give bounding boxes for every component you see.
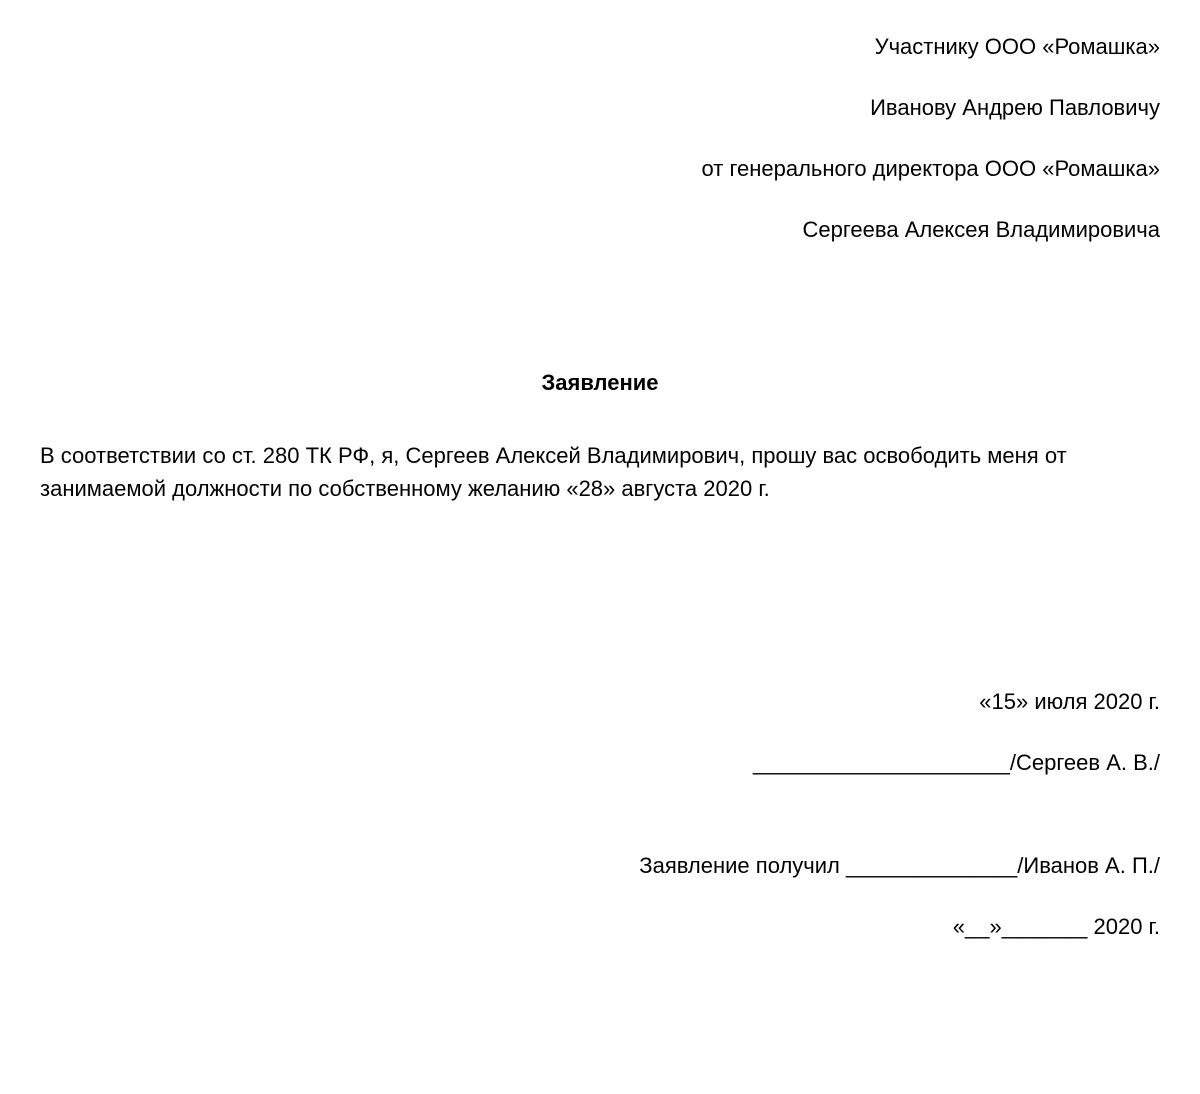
document-body: В соответствии со ст. 280 ТК РФ, я, Серг… <box>40 439 1160 505</box>
document-footer: «15» июля 2020 г. _____________________/… <box>40 685 1160 943</box>
received-date: «__»_______ 2020 г. <box>40 910 1160 943</box>
signature-line-sender: _____________________/Сергеев А. В./ <box>40 746 1160 779</box>
sender-title: от генерального директора ООО «Ромашка» <box>40 152 1160 185</box>
received-by-line: Заявление получил ______________/Иванов … <box>40 849 1160 882</box>
sender-name: Сергеева Алексея Владимировича <box>40 213 1160 246</box>
document-header: Участнику ООО «Ромашка» Иванову Андрею П… <box>40 30 1160 246</box>
recipient-name: Иванову Андрею Павловичу <box>40 91 1160 124</box>
signing-date: «15» июля 2020 г. <box>40 685 1160 718</box>
document-title: Заявление <box>40 366 1160 399</box>
recipient-org: Участнику ООО «Ромашка» <box>40 30 1160 63</box>
